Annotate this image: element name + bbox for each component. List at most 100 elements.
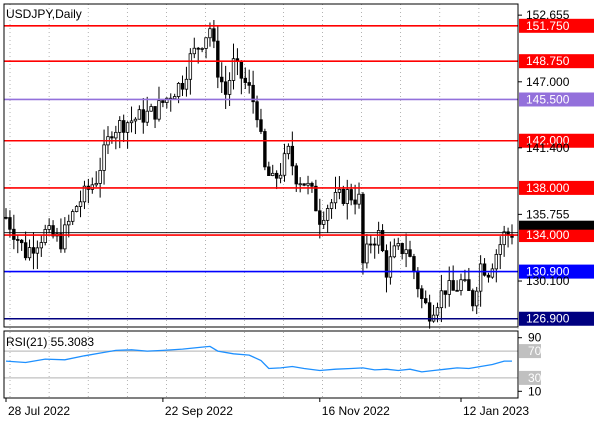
candle-body — [294, 165, 298, 185]
candle-body — [180, 82, 185, 90]
price-level-label: 142.000 — [526, 134, 570, 148]
candle-body — [4, 216, 8, 219]
price-level-label: 138.000 — [526, 181, 570, 195]
candle-body — [274, 172, 279, 179]
candle-body — [247, 82, 251, 86]
candle-body — [231, 58, 236, 81]
candle-body — [165, 97, 169, 103]
candle-body — [157, 100, 161, 120]
candle-body — [369, 243, 373, 246]
candle-body — [384, 250, 389, 278]
rsi-level-tag — [519, 370, 541, 385]
candle-body — [220, 76, 224, 83]
candle-body — [467, 279, 471, 291]
candle-body — [447, 280, 451, 295]
time-tick-label: 12 Jan 2023 — [463, 404, 529, 418]
candle-body — [192, 47, 196, 55]
candle-body — [145, 110, 149, 123]
candle-body — [59, 233, 63, 250]
price-tick-label: 147.000 — [526, 75, 570, 89]
chart-title: USDJPY,Daily — [6, 7, 82, 21]
candle-body — [243, 77, 247, 83]
rsi-line — [5, 345, 512, 373]
candle-body — [298, 183, 302, 186]
price-level-label: 126.900 — [526, 312, 570, 326]
candle-body — [27, 247, 32, 259]
price-levels: 151.750 148.750 145.500 142.000 138.000 134.0… — [4, 18, 594, 326]
time-tick-label: 16 Nov 2022 — [322, 404, 390, 418]
rsi-scale-label: 10 — [528, 384, 542, 398]
price-level-label: 130.900 — [526, 265, 570, 279]
candle-body — [129, 120, 134, 124]
candle-body — [318, 210, 322, 225]
candle-body — [133, 118, 138, 122]
candle-body — [176, 82, 181, 97]
candle-body — [478, 263, 483, 292]
candle-body — [376, 230, 381, 246]
price-tick-label: 141.400 — [526, 141, 570, 155]
candle-body — [420, 288, 424, 299]
candle-body — [8, 217, 12, 230]
candle-body — [114, 131, 118, 139]
candle-body — [286, 145, 291, 155]
candle-body — [47, 225, 51, 230]
candle-body — [353, 199, 357, 205]
candle-body — [98, 170, 102, 184]
candle-body — [188, 53, 193, 80]
candle-body — [161, 100, 165, 103]
price-tick-label: 135.755 — [526, 207, 570, 221]
rsi-level-label: 30 — [528, 371, 542, 385]
candle-body — [204, 37, 208, 49]
candle-body — [208, 28, 212, 39]
candle-body — [416, 270, 420, 290]
candle-body — [412, 256, 416, 272]
candle-body — [365, 243, 369, 264]
candle-body — [373, 243, 377, 246]
candle-body — [137, 109, 142, 120]
candle-body — [357, 193, 361, 205]
price-tick-label: 130.100 — [526, 274, 570, 288]
candle-body — [263, 131, 267, 168]
candle-body — [70, 211, 75, 222]
candle-body — [494, 253, 499, 270]
candle-body — [498, 244, 502, 255]
candle-body — [463, 279, 467, 282]
price-level-tag — [519, 18, 594, 33]
candle-body — [290, 145, 295, 167]
candle-body — [380, 230, 385, 252]
candle-body — [43, 229, 47, 243]
candle-body — [74, 206, 79, 212]
rsi-label: RSI(21) 55.3083 — [6, 335, 94, 349]
candle-body — [19, 239, 24, 244]
current-price-tag — [519, 220, 594, 230]
candle-body — [314, 185, 318, 212]
candle-body — [329, 202, 334, 209]
candle-body — [118, 120, 122, 133]
price-level-tag — [519, 133, 594, 148]
candle-body — [474, 290, 479, 307]
candle-body — [482, 263, 487, 276]
candle-body — [23, 242, 28, 259]
candle-body — [325, 208, 330, 221]
candle-body — [361, 193, 365, 264]
candle-body — [149, 106, 153, 112]
candle-body — [110, 136, 114, 139]
time-tick-label: 22 Sep 2022 — [165, 404, 233, 418]
chart-axes: 152.655 147.000 141.400 135.755 130.100 28 Ju… — [3, 3, 570, 418]
candle-body — [255, 101, 259, 121]
candle-body — [82, 185, 87, 203]
candle-body — [424, 298, 428, 304]
candle-body — [94, 183, 98, 186]
candle-body — [78, 201, 83, 207]
candle-body — [278, 174, 283, 179]
candle-body — [172, 96, 177, 100]
candle-body — [322, 219, 326, 225]
price-panel-border — [3, 3, 519, 328]
candle-body — [392, 245, 397, 258]
rsi-level-tag — [519, 344, 541, 359]
candle-body — [341, 188, 346, 204]
price-level-label: 145.500 — [526, 92, 570, 106]
candle-body — [251, 84, 255, 103]
candle-body — [404, 249, 408, 255]
candle-body — [125, 122, 130, 133]
